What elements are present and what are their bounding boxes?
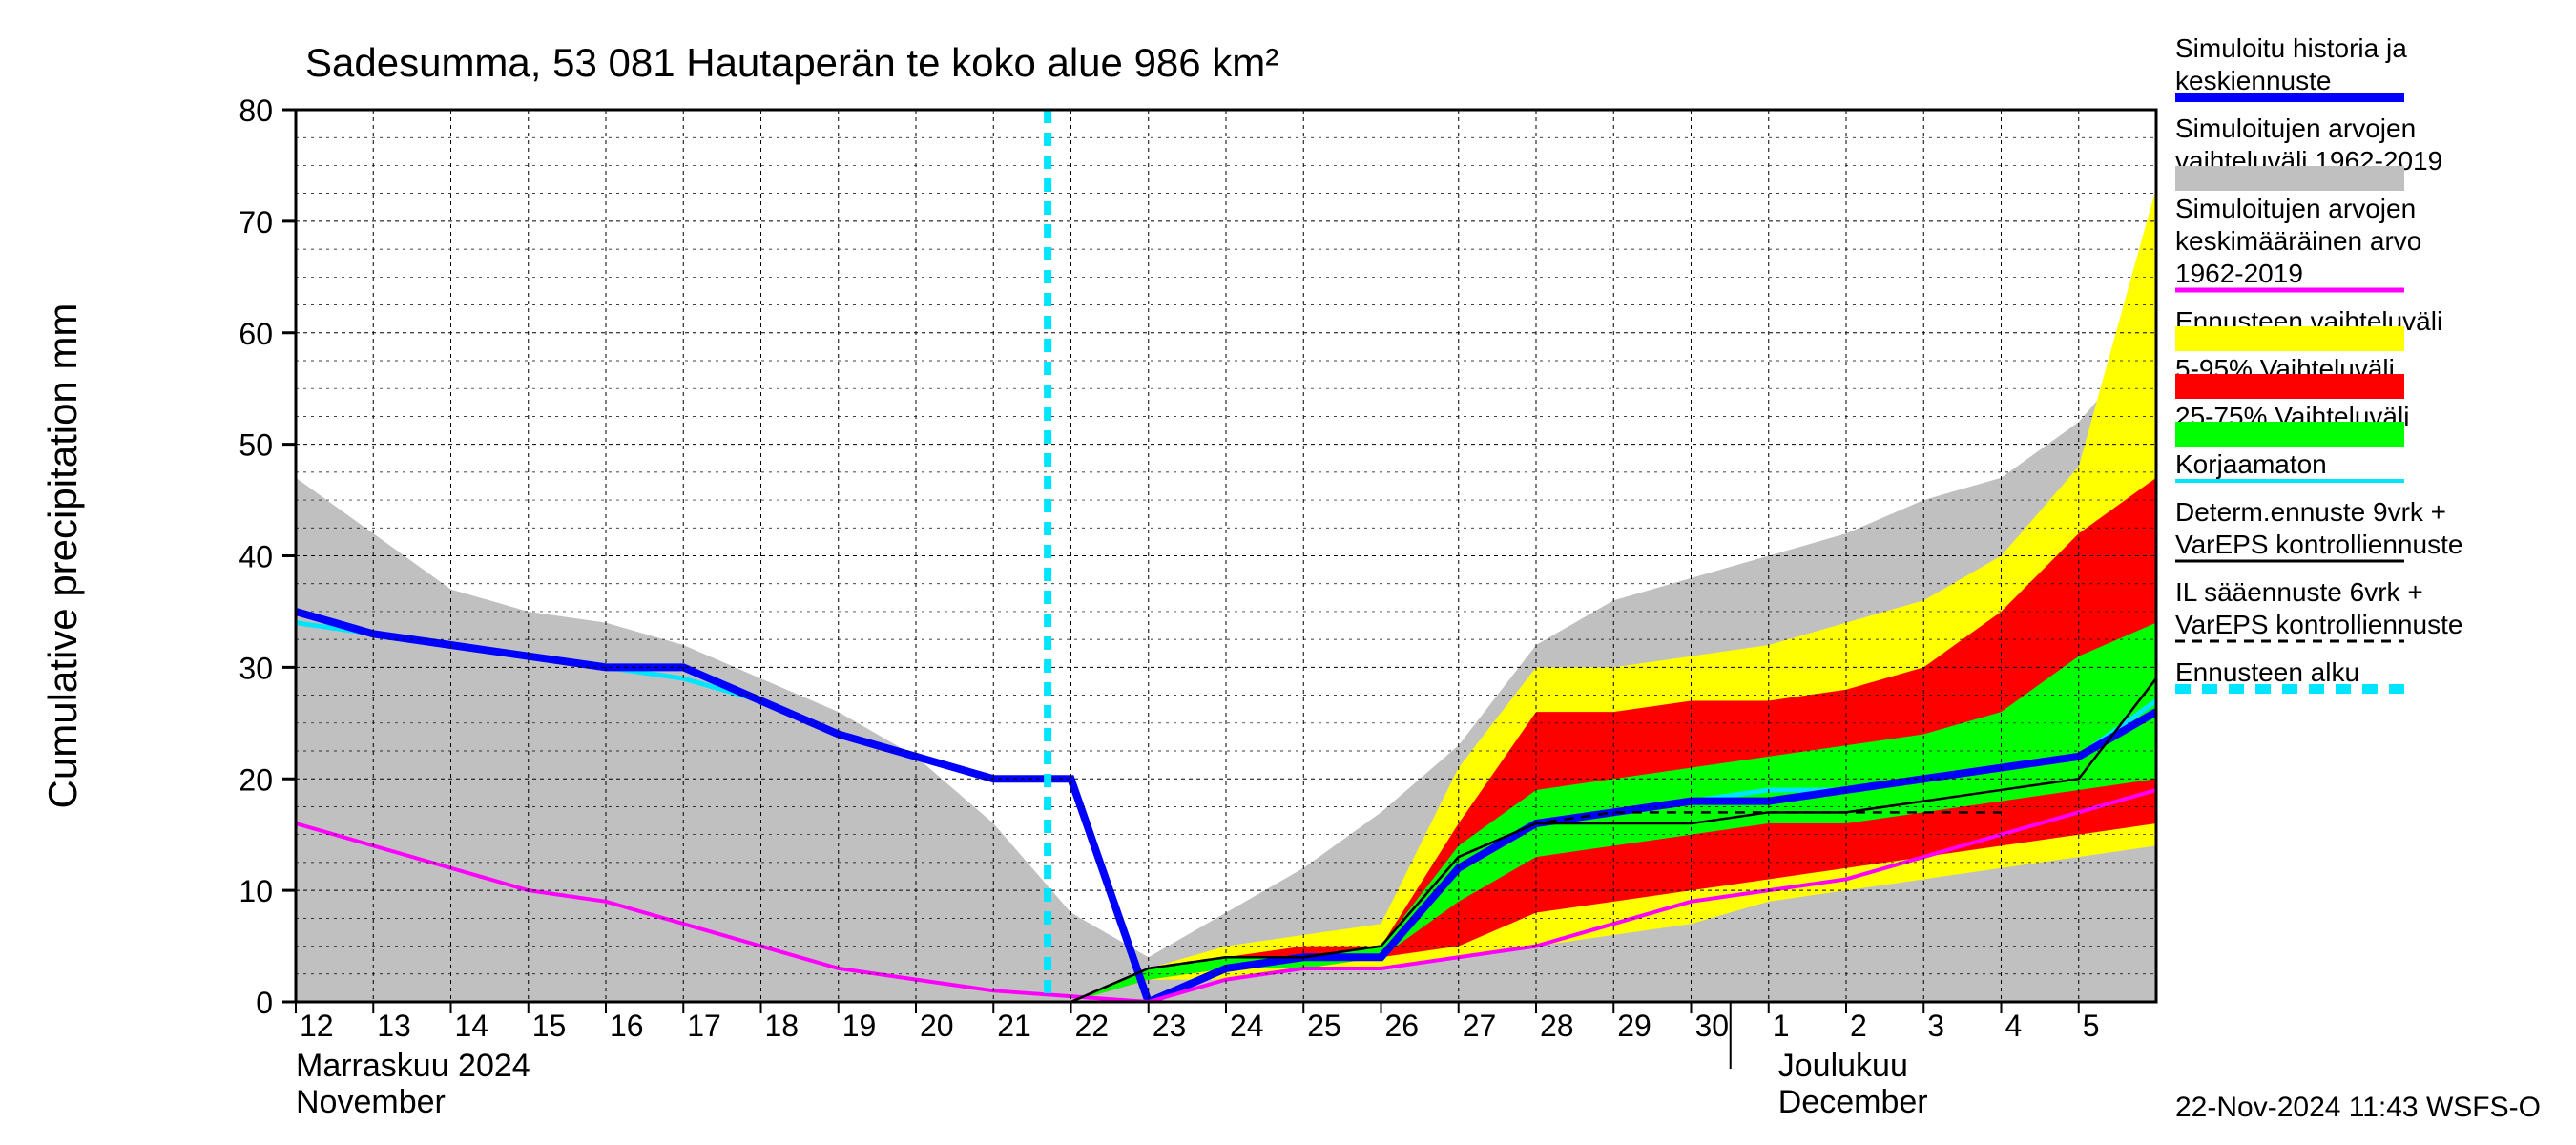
x-tick-label: 21 xyxy=(997,1009,1031,1043)
y-tick-label: 20 xyxy=(239,762,273,797)
legend-l7: Korjaamaton xyxy=(2175,449,2327,479)
y-tick-label: 10 xyxy=(239,874,273,908)
x-tick-label: 18 xyxy=(765,1009,800,1043)
x-tick-label: 13 xyxy=(377,1009,411,1043)
x-tick-label: 5 xyxy=(2083,1009,2100,1043)
x-tick-label: 28 xyxy=(1540,1009,1574,1043)
legend-l10: Ennusteen alku xyxy=(2175,657,2359,687)
x-tick-label: 2 xyxy=(1850,1009,1867,1043)
y-tick-label: 70 xyxy=(239,205,273,239)
footer-timestamp: 22-Nov-2024 11:43 WSFS-O xyxy=(2175,1092,2541,1123)
x-tick-label: 29 xyxy=(1617,1009,1652,1043)
chart-container: 0 10 20 30 40 50 60 70 80 Cumulative precipitatio… xyxy=(0,0,2576,1145)
y-axis-label: Cumulative precipitation mm xyxy=(40,303,85,809)
month2-fi: Joulukuu xyxy=(1778,1048,1908,1084)
chart-title: Sadesumma, 53 081 Hautaperän te koko alu… xyxy=(305,40,1278,85)
x-tick-label: 1 xyxy=(1773,1009,1790,1043)
month1-en: November xyxy=(296,1084,446,1120)
x-tick-label: 26 xyxy=(1385,1009,1420,1043)
legend-l9a: IL sääennuste 6vrk + xyxy=(2175,577,2423,607)
x-tick-label: 4 xyxy=(2005,1009,2023,1043)
x-tick-label: 30 xyxy=(1695,1009,1730,1043)
legend-l2a: Simuloitujen arvojen xyxy=(2175,114,2416,143)
legend-l3b: keskimääräinen arvo xyxy=(2175,226,2421,256)
x-tick-label: 24 xyxy=(1230,1009,1264,1043)
legend-l1a: Simuloitu historia ja xyxy=(2175,33,2407,63)
x-tick-label: 25 xyxy=(1307,1009,1341,1043)
legend-l3c: 1962-2019 xyxy=(2175,259,2303,288)
x-tick-label: 23 xyxy=(1153,1009,1187,1043)
y-tick-label: 0 xyxy=(256,986,273,1020)
x-tick-label: 15 xyxy=(532,1009,567,1043)
x-tick-label: 16 xyxy=(610,1009,644,1043)
y-tick-label: 80 xyxy=(239,94,273,128)
legend-l8b: VarEPS kontrolliennuste xyxy=(2175,530,2462,559)
legend-l8a: Determ.ennuste 9vrk + xyxy=(2175,497,2446,527)
x-tick-label: 22 xyxy=(1075,1009,1110,1043)
y-tick-label: 60 xyxy=(239,317,273,351)
y-tick-label: 50 xyxy=(239,428,273,463)
x-tick-label: 14 xyxy=(455,1009,489,1043)
month2-en: December xyxy=(1778,1084,1928,1120)
y-tick-label: 30 xyxy=(239,651,273,685)
legend-l9b: VarEPS kontrolliennuste xyxy=(2175,610,2462,639)
precipitation-chart: 0 10 20 30 40 50 60 70 80 Cumulative precipitatio… xyxy=(0,0,2576,1145)
y-tick-label: 40 xyxy=(239,540,273,574)
x-tick-label: 20 xyxy=(920,1009,954,1043)
x-tick-label: 17 xyxy=(687,1009,721,1043)
month1-fi: Marraskuu 2024 xyxy=(296,1048,530,1084)
x-tick-label: 12 xyxy=(300,1009,334,1043)
legend-l3a: Simuloitujen arvojen xyxy=(2175,194,2416,223)
x-tick-label: 3 xyxy=(1927,1009,1944,1043)
legend-l1b: keskiennuste xyxy=(2175,66,2331,95)
x-tick-label: 19 xyxy=(842,1009,877,1043)
x-tick-label: 27 xyxy=(1463,1009,1497,1043)
